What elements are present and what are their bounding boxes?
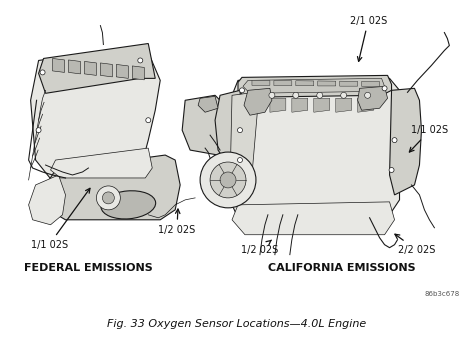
Polygon shape xyxy=(31,46,160,185)
Circle shape xyxy=(239,88,245,93)
Circle shape xyxy=(293,92,299,98)
Circle shape xyxy=(146,118,151,123)
Circle shape xyxy=(40,70,45,75)
Polygon shape xyxy=(243,78,384,93)
Polygon shape xyxy=(314,98,330,112)
Polygon shape xyxy=(132,66,144,80)
Polygon shape xyxy=(244,88,272,115)
Polygon shape xyxy=(182,95,228,155)
Ellipse shape xyxy=(101,191,155,219)
Polygon shape xyxy=(43,155,180,220)
Polygon shape xyxy=(116,65,128,78)
Polygon shape xyxy=(296,81,314,86)
Circle shape xyxy=(220,172,236,188)
Circle shape xyxy=(200,152,256,208)
Circle shape xyxy=(392,138,397,143)
Polygon shape xyxy=(336,98,352,112)
Text: 2/1 02S: 2/1 02S xyxy=(350,16,387,62)
Polygon shape xyxy=(252,80,270,86)
Circle shape xyxy=(237,158,243,163)
Circle shape xyxy=(96,186,120,210)
Text: Fig. 33 Oxygen Sensor Locations—4.0L Engine: Fig. 33 Oxygen Sensor Locations—4.0L Eng… xyxy=(108,319,366,329)
Circle shape xyxy=(210,162,246,198)
Circle shape xyxy=(237,128,243,132)
Text: CALIFORNIA EMISSIONS: CALIFORNIA EMISSIONS xyxy=(268,263,416,272)
Circle shape xyxy=(341,92,346,98)
Polygon shape xyxy=(232,78,400,218)
Text: 1/2 02S: 1/2 02S xyxy=(158,209,195,235)
Polygon shape xyxy=(270,98,286,112)
Polygon shape xyxy=(358,98,374,112)
Circle shape xyxy=(36,128,41,132)
Circle shape xyxy=(365,92,371,98)
Text: 1/1 02S: 1/1 02S xyxy=(31,188,90,250)
Text: FEDERAL EMISSIONS: FEDERAL EMISSIONS xyxy=(24,263,153,272)
Polygon shape xyxy=(53,58,64,72)
Circle shape xyxy=(138,58,143,63)
Circle shape xyxy=(269,92,275,98)
Text: 2/2 02S: 2/2 02S xyxy=(395,234,435,255)
Polygon shape xyxy=(51,148,152,178)
Polygon shape xyxy=(69,60,81,74)
Text: 1/1 02S: 1/1 02S xyxy=(410,125,448,152)
Polygon shape xyxy=(358,86,388,110)
Polygon shape xyxy=(84,62,96,75)
Polygon shape xyxy=(28,175,65,225)
Polygon shape xyxy=(274,80,292,86)
Polygon shape xyxy=(340,81,358,86)
Polygon shape xyxy=(292,98,308,112)
Polygon shape xyxy=(230,92,258,200)
Circle shape xyxy=(382,86,387,91)
Polygon shape xyxy=(362,81,380,86)
Circle shape xyxy=(389,168,394,172)
Polygon shape xyxy=(215,90,242,165)
Polygon shape xyxy=(38,44,155,93)
Polygon shape xyxy=(390,88,421,195)
Circle shape xyxy=(317,92,323,98)
Polygon shape xyxy=(198,96,218,112)
Polygon shape xyxy=(232,202,394,235)
Text: 1/2 02S: 1/2 02S xyxy=(241,240,278,255)
Polygon shape xyxy=(318,81,336,86)
Polygon shape xyxy=(238,75,392,97)
Polygon shape xyxy=(100,63,112,77)
Circle shape xyxy=(102,192,114,204)
Text: 86b3c678: 86b3c678 xyxy=(424,291,459,297)
